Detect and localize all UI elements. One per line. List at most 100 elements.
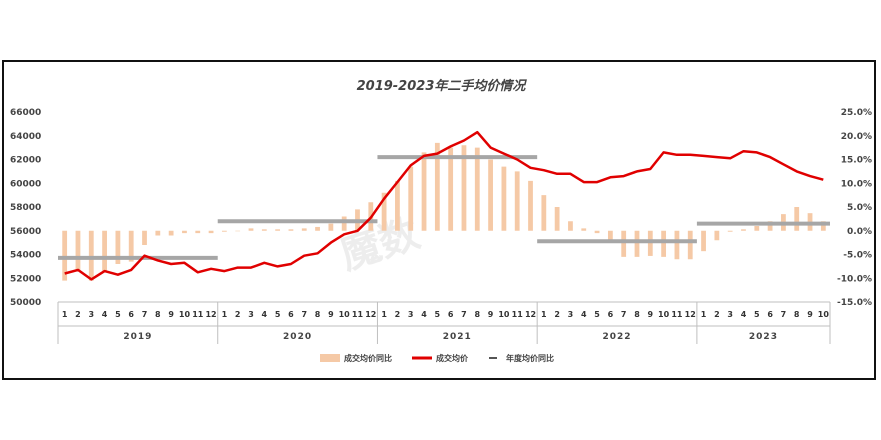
year-label: 2021 <box>443 332 472 342</box>
bar-yoy <box>474 147 480 231</box>
month-tick-label: 5 <box>435 310 441 319</box>
month-tick-label: 11 <box>352 310 364 319</box>
bar-yoy <box>514 171 520 231</box>
month-tick-label: 1 <box>541 310 547 319</box>
month-tick-label: 1 <box>701 310 707 319</box>
month-tick-label: 2 <box>235 310 241 319</box>
month-tick-label: 6 <box>288 310 294 319</box>
month-tick-label: 9 <box>488 310 494 319</box>
bar-yoy <box>794 207 800 231</box>
left-axis-tick-label: 62000 <box>10 156 41 166</box>
year-label: 2022 <box>603 332 632 342</box>
month-tick-label: 8 <box>474 310 480 319</box>
month-tick-label: 11 <box>512 310 524 319</box>
bar-yoy <box>594 230 600 234</box>
left-axis-tick-label: 54000 <box>10 251 41 261</box>
year-label: 2023 <box>749 332 778 342</box>
month-tick-label: 10 <box>179 310 191 319</box>
bar-yoy <box>754 226 760 231</box>
month-tick-label: 9 <box>648 310 654 319</box>
month-tick-label: 1 <box>381 310 387 319</box>
month-tick-label: 3 <box>727 310 733 319</box>
bar-yoy <box>568 221 573 231</box>
bar-yoy <box>634 230 640 257</box>
chart-frame: 2019-2023年二手均价情况 魔数 50000 52000 54000 56000… <box>2 60 876 380</box>
chart-title: 2019-2023年二手均价情况 <box>357 78 528 94</box>
bar-yoy <box>275 229 281 231</box>
bar-yoy <box>115 230 121 264</box>
bar-yoy <box>168 230 174 236</box>
month-tick-label: 1 <box>222 310 228 319</box>
month-tick-label: 8 <box>794 310 800 319</box>
month-tick-label: 4 <box>262 310 268 319</box>
legend-label-bar: 成交均价同比 <box>344 353 392 363</box>
bar-yoy <box>727 230 733 232</box>
month-tick-label: 12 <box>365 310 376 319</box>
bar-yoy <box>607 230 613 241</box>
bar-yoy <box>142 230 147 245</box>
bar-yoy <box>155 230 161 236</box>
month-tick-label: 6 <box>128 310 134 319</box>
month-tick-label: 7 <box>301 310 307 319</box>
right-axis-tick-label: 5.0% <box>847 203 872 213</box>
left-axis-tick-label: 64000 <box>10 132 41 142</box>
right-axis-tick-label: -10.0% <box>837 274 872 284</box>
bar-yoy <box>208 230 214 234</box>
month-tick-label: 2 <box>714 310 720 319</box>
month-tick-label: 9 <box>807 310 813 319</box>
month-tick-label: 12 <box>525 310 536 319</box>
price-line <box>64 130 824 281</box>
right-axis-tick-label: 10.0% <box>841 179 872 189</box>
left-axis-tick-label: 58000 <box>10 203 41 213</box>
bar-yoy <box>288 229 294 231</box>
bar-yoy <box>328 223 334 231</box>
legend-label-line: 成交均价 <box>436 353 469 363</box>
year-label: 2020 <box>283 332 312 342</box>
month-tick-label: 6 <box>448 310 454 319</box>
bar-yoy <box>488 159 493 231</box>
bar-yoy <box>501 166 507 231</box>
month-tick-label: 5 <box>594 310 600 319</box>
chart-svg: 2019-2023年二手均价情况 魔数 50000520005400056000… <box>10 78 872 363</box>
bar-yoy <box>88 230 94 281</box>
bar-yoy <box>301 228 307 231</box>
month-tick-label: 4 <box>421 310 427 319</box>
month-tick-label: 6 <box>608 310 614 319</box>
month-tick-label: 3 <box>88 310 94 319</box>
right-axis-tick-label: 0.0% <box>847 227 872 237</box>
bar-yoy <box>741 229 746 231</box>
bar-yoy <box>221 230 227 232</box>
bar-yoy <box>235 230 241 232</box>
bar-yoy <box>674 230 680 260</box>
month-tick-label: 3 <box>568 310 574 319</box>
bar-yoy <box>261 229 267 231</box>
left-axis-tick-label: 50000 <box>10 298 41 308</box>
month-tick-label: 10 <box>339 310 351 319</box>
right-axis-tick-label: -5.0% <box>843 251 872 261</box>
month-tick-label: 2 <box>75 310 81 319</box>
month-tick-label: 8 <box>315 310 321 319</box>
bar-yoy <box>647 230 653 256</box>
legend-label-step: 年度均价同比 <box>506 353 554 363</box>
bar-yoy <box>408 166 414 231</box>
bar-yoy <box>701 230 706 252</box>
bar-yoy <box>448 147 454 231</box>
bar-yoy <box>341 216 347 231</box>
month-tick-label: 2 <box>395 310 401 319</box>
month-tick-label: 10 <box>658 310 670 319</box>
month-tick-label: 8 <box>155 310 161 319</box>
bar-yoy <box>434 142 440 231</box>
right-axis-tick-label: -15.0% <box>837 298 872 308</box>
left-axis-tick-label: 56000 <box>10 227 41 237</box>
month-tick-label: 6 <box>767 310 773 319</box>
month-tick-label: 2 <box>554 310 560 319</box>
bar-yoy <box>102 230 107 272</box>
left-axis-tick-label: 52000 <box>10 274 41 284</box>
year-label: 2019 <box>123 332 152 342</box>
bar-yoy <box>581 228 587 231</box>
bar-yoy <box>182 230 187 234</box>
bar-yoy <box>820 221 826 231</box>
bar-yoy <box>75 230 81 272</box>
month-tick-label: 11 <box>671 310 683 319</box>
bar-yoy <box>541 195 547 231</box>
